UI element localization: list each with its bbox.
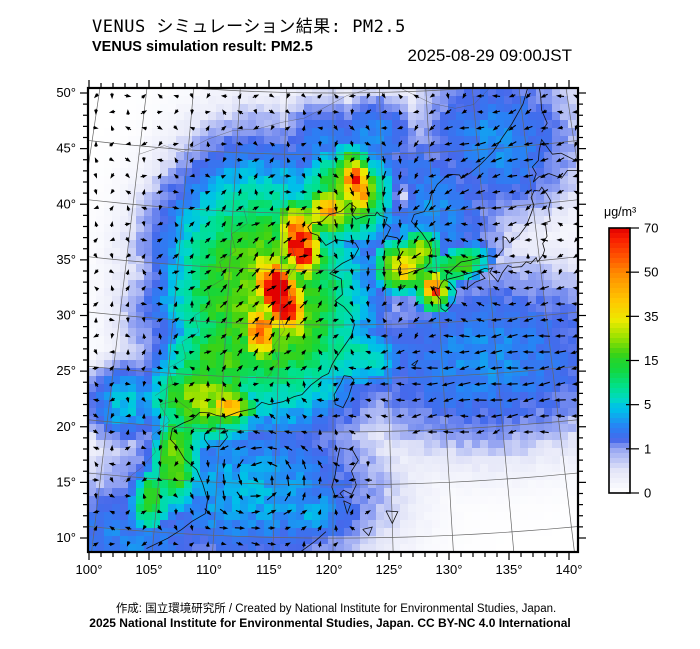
y-axis-label: 35° <box>56 252 76 267</box>
colorbar-tick-label: 35 <box>644 309 658 324</box>
page-title-english: VENUS simulation result: PM2.5 <box>92 39 313 55</box>
x-axis-label: 105° <box>136 562 163 577</box>
y-axis-label: 25° <box>56 363 76 378</box>
x-axis-label: 130° <box>436 562 463 577</box>
coastlines <box>146 88 578 552</box>
timestamp: 2025-08-29 09:00JST <box>407 46 572 65</box>
inland-borders <box>123 88 490 482</box>
x-axis-label: 100° <box>76 562 103 577</box>
y-axis-label: 15° <box>56 474 76 489</box>
colorbar: 70 50 35 15 5 1 0 μg/m³ <box>604 205 658 501</box>
x-axis-label: 110° <box>196 562 222 577</box>
y-axis-label: 10° <box>56 530 76 545</box>
y-axis-label: 45° <box>56 141 76 156</box>
credit-line: 作成: 国立環境研究所 / Created by National Instit… <box>115 603 557 615</box>
wind-vectors <box>92 92 578 548</box>
colorbar-tick-label: 0 <box>644 486 651 501</box>
colorbar-tick-label: 15 <box>644 353 658 368</box>
colorbar-tick-label: 50 <box>644 265 658 280</box>
y-axis-label: 30° <box>56 308 76 323</box>
x-axis-label: 140° <box>556 562 583 577</box>
colorbar-unit-label: μg/m³ <box>604 205 636 219</box>
x-axis-label: 120° <box>316 562 343 577</box>
pm25-field <box>88 88 578 552</box>
colorbar-tick-label: 1 <box>644 441 651 456</box>
y-axis-label: 50° <box>56 85 76 100</box>
colorbar-tick-label: 5 <box>644 397 651 412</box>
x-axis-label: 135° <box>496 562 523 577</box>
x-axis-label: 115° <box>256 562 282 577</box>
colorbar-tick-label: 70 <box>644 221 658 236</box>
map-frame <box>80 80 586 560</box>
y-axis-label: 20° <box>56 419 76 434</box>
page-title-japanese: VENUS シミュレーション結果: PM2.5 <box>92 17 406 37</box>
copyright-line: 2025 National Institute for Environmenta… <box>89 616 571 630</box>
y-axis-label: 40° <box>56 196 76 211</box>
x-axis-label: 125° <box>376 562 403 577</box>
